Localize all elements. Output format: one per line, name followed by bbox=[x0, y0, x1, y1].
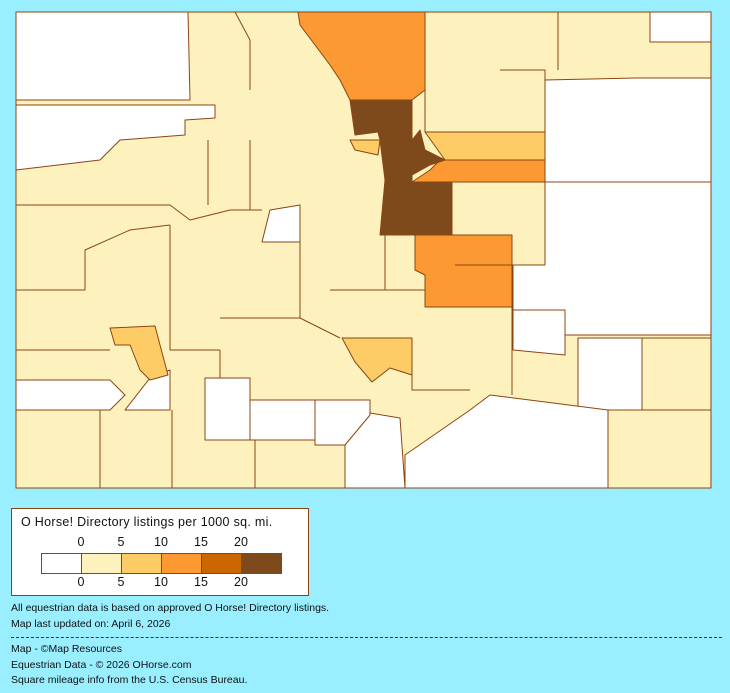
legend-tick-top: 20 bbox=[234, 535, 248, 549]
county[interactable] bbox=[15, 379, 126, 411]
legend-swatch bbox=[122, 554, 162, 573]
legend-tick-top: 5 bbox=[117, 535, 125, 549]
county[interactable] bbox=[204, 377, 251, 441]
county[interactable] bbox=[577, 337, 643, 411]
county[interactable] bbox=[544, 77, 712, 183]
legend-tick-top: 0 bbox=[77, 535, 85, 549]
legend-tick-bottom: 10 bbox=[154, 575, 168, 589]
legend: O Horse! Directory listings per 1000 sq.… bbox=[11, 508, 309, 596]
legend-swatch bbox=[42, 554, 82, 573]
county[interactable] bbox=[249, 399, 316, 441]
legend-swatch bbox=[162, 554, 202, 573]
legend-tick-bottom: 0 bbox=[77, 575, 85, 589]
counties-0-5 bbox=[15, 11, 712, 489]
legend-tick-top: 10 bbox=[154, 535, 168, 549]
legend-swatch bbox=[82, 554, 122, 573]
county[interactable] bbox=[15, 104, 216, 171]
legend-tick-bottom: 5 bbox=[117, 575, 125, 589]
data-credit: Equestrian Data - © 2026 OHorse.com bbox=[11, 659, 192, 671]
census-credit: Square mileage info from the U.S. Census… bbox=[11, 674, 248, 686]
county-adams[interactable] bbox=[424, 131, 546, 161]
county[interactable] bbox=[15, 11, 191, 101]
legend-tick-bottom: 15 bbox=[194, 575, 208, 589]
county-denver-metro[interactable] bbox=[379, 129, 453, 236]
map-credit: Map - ©Map Resources bbox=[11, 643, 123, 655]
legend-color-bar bbox=[41, 553, 282, 574]
county-ouray[interactable] bbox=[109, 325, 169, 381]
county[interactable] bbox=[649, 11, 712, 43]
county-boulder[interactable] bbox=[349, 99, 413, 141]
county-el-paso[interactable] bbox=[414, 234, 513, 308]
legend-title: O Horse! Directory listings per 1000 sq.… bbox=[21, 515, 273, 529]
legend-swatch bbox=[242, 554, 281, 573]
county[interactable] bbox=[512, 309, 566, 356]
data-note: All equestrian data is based on approved… bbox=[11, 602, 330, 614]
legend-tick-top: 15 bbox=[194, 535, 208, 549]
legend-swatch bbox=[202, 554, 242, 573]
county-borders bbox=[16, 11, 711, 488]
legend-tick-bottom: 20 bbox=[234, 575, 248, 589]
update-note: Map last updated on: April 6, 2026 bbox=[11, 618, 171, 630]
county-gilpin[interactable] bbox=[349, 139, 381, 156]
colorado-county-map bbox=[15, 11, 712, 489]
county-arapahoe[interactable] bbox=[411, 159, 546, 183]
divider bbox=[11, 637, 722, 638]
